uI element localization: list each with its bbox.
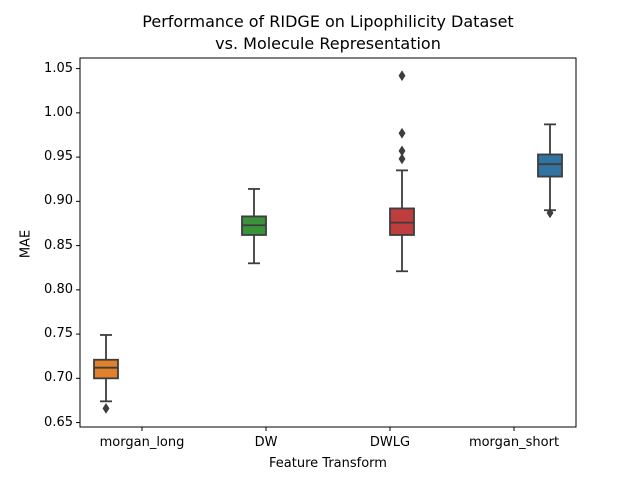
outlier-point (398, 145, 406, 157)
y-tick-label: 0.80 (44, 281, 73, 297)
x-tick-label: morgan_short (468, 435, 560, 450)
outlier-point (398, 153, 406, 165)
x-tick-label: morgan_long (99, 435, 185, 450)
outlier-point (102, 402, 110, 414)
x-tick-label: DW (254, 435, 278, 450)
y-tick-label: 0.85 (44, 237, 73, 253)
box-iqr (93, 358, 119, 380)
chart-title-line-1: Performance of RIDGE on Lipophilicity Da… (142, 12, 514, 31)
outlier-point (546, 207, 554, 219)
y-tick-label: 0.95 (44, 149, 73, 165)
box-DWLG (389, 70, 415, 273)
y-tick-label: 1.00 (44, 104, 73, 120)
box-DW (241, 188, 267, 265)
box-morgan_short (537, 123, 563, 219)
x-axis-label: Feature Transform (269, 456, 387, 471)
y-tick-label: 0.75 (44, 326, 73, 342)
y-tick-label: 0.65 (44, 414, 73, 430)
y-tick-label: 0.90 (44, 193, 73, 209)
outlier-point (398, 70, 406, 82)
outlier-point (398, 127, 406, 139)
box-iqr (537, 153, 563, 178)
x-tick-label: DWLG (369, 435, 411, 450)
box-morgan_long (93, 334, 119, 414)
plot-area (79, 57, 577, 428)
chart-title-line-2: vs. Molecule Representation (215, 34, 441, 53)
y-tick-label: 0.70 (44, 370, 73, 386)
y-axis-ticks (76, 68, 80, 424)
x-axis-ticks (141, 427, 515, 431)
box-series (93, 70, 563, 414)
y-tick-label: 1.05 (44, 60, 73, 76)
